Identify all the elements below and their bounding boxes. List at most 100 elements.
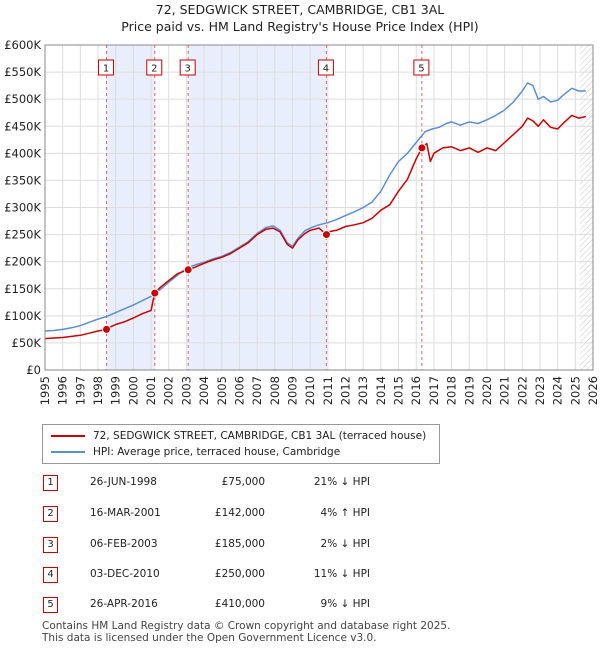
x-tick-label: 2017: [427, 376, 441, 405]
sale-date: 06-FEB-2003: [90, 538, 158, 550]
sale-date: 26-JUN-1998: [90, 476, 157, 488]
x-tick-label: 2022: [515, 376, 529, 405]
x-tick-label: 2026: [586, 376, 600, 405]
sale-point: [417, 143, 427, 153]
sale-label-box: [179, 59, 196, 76]
chart-title: 72, SEDGWICK STREET, CAMBRIDGE, CB1 3AL: [155, 2, 445, 17]
x-tick-label: 2020: [480, 376, 494, 405]
x-tick-label: 1997: [73, 376, 87, 405]
x-tick-label: 2003: [179, 376, 193, 405]
y-tick-label: £300K: [4, 201, 41, 215]
legend-line-property: [51, 435, 85, 437]
y-tick-label: £500K: [4, 92, 41, 106]
sale-price: £250,000: [214, 568, 265, 580]
sale-date: 16-MAR-2001: [90, 507, 161, 519]
y-tick-label: £50K: [12, 336, 42, 350]
sale-label: 3: [179, 59, 196, 76]
price-chart: 1 2 3 4 5 £0 £50K £100K £150K £200K £250K £300K £350…: [4, 38, 600, 405]
x-tick-label: 2025: [568, 376, 582, 405]
sale-date: 26-APR-2016: [90, 598, 158, 610]
sale-price: £75,000: [221, 476, 265, 488]
x-tick-label: 2015: [392, 376, 406, 405]
table-row: 4 03-DEC-2010 £250,000 11% ↓ HPI: [0, 567, 600, 585]
hpi-series-line: [44, 82, 586, 332]
sale-label-number: 5: [418, 64, 424, 75]
x-tick-label: 2007: [250, 376, 264, 405]
footer-line-copyright: Contains HM Land Registry data © Crown c…: [42, 620, 451, 632]
sale-price: £185,000: [214, 538, 265, 550]
y-tick-label: £250K: [4, 228, 41, 242]
footer-line-licence: This data is licensed under the Open Gov…: [42, 632, 377, 644]
legend-label-hpi: HPI: Average price, terraced house, Camb…: [93, 446, 341, 458]
sale-label-number: 4: [323, 64, 329, 75]
sale-price: £142,000: [214, 507, 265, 519]
property-series-line: [44, 114, 587, 340]
x-tick-label: 2005: [215, 376, 229, 405]
sale-label-box: [98, 59, 115, 76]
sale-hpi-delta: 11% ↓ HPI: [313, 568, 370, 580]
y-tick-label: £150K: [4, 282, 41, 296]
x-tick-label: 2012: [339, 376, 353, 405]
sale-point: [321, 230, 331, 240]
sale-price: £410,000: [214, 598, 265, 610]
y-tick-label: £550K: [4, 65, 41, 79]
chart-subtitle: Price paid vs. HM Land Registry's House …: [121, 19, 479, 34]
sale-label-box: [146, 59, 163, 76]
x-tick-label: 2004: [197, 376, 211, 405]
table-row: 1 26-JUN-1998 £75,000 21% ↓ HPI: [0, 475, 600, 493]
x-tick-label: 1999: [109, 376, 123, 405]
sale-hpi-delta: 21% ↓ HPI: [313, 476, 370, 488]
x-tick-label: 2002: [162, 376, 176, 405]
legend: 72, SEDGWICK STREET, CAMBRIDGE, CB1 3AL …: [42, 424, 440, 464]
sale-label: 1: [98, 59, 115, 76]
legend-line-hpi: [51, 451, 85, 453]
x-tick-label: 2010: [303, 376, 317, 405]
y-tick-label: £100K: [4, 309, 41, 323]
sale-point: [150, 288, 160, 298]
x-tick-label: 1998: [91, 376, 105, 405]
sale-point: [102, 324, 112, 334]
x-tick-label: 2014: [374, 376, 388, 405]
table-row: 2 16-MAR-2001 £142,000 4% ↑ HPI: [0, 506, 600, 524]
sale-label-number: 1: [103, 64, 109, 75]
x-tick-label: 2000: [126, 376, 140, 405]
sale-number-badge: 3: [43, 537, 58, 553]
sale-number-badge: 5: [43, 597, 58, 613]
x-tick-label: 2016: [409, 376, 423, 405]
y-tick-label: £350K: [4, 173, 41, 187]
x-tick-label: 2009: [285, 376, 299, 405]
x-tick-label: 2024: [551, 376, 565, 405]
sale-label-box: [317, 59, 334, 76]
y-tick-label: £400K: [4, 146, 41, 160]
sale-hpi-delta: 2% ↓ HPI: [320, 538, 370, 550]
plot-frame: [44, 44, 594, 371]
x-tick-label: 2023: [533, 376, 547, 405]
y-tick-label: £600K: [4, 38, 41, 52]
x-tick-label: 2013: [356, 376, 370, 405]
x-tick-label: 2001: [144, 376, 158, 405]
x-tick-label: 2019: [462, 376, 476, 405]
sale-label: 4: [317, 59, 334, 76]
sale-label-box: [413, 59, 430, 76]
sale-label-number: 2: [151, 64, 157, 75]
x-tick-label: 2011: [321, 376, 335, 405]
sale-number-badge: 2: [43, 506, 58, 522]
sale-hpi-delta: 4% ↑ HPI: [320, 507, 370, 519]
sale-number-badge: 4: [43, 567, 58, 583]
sale-label: 5: [413, 59, 430, 76]
y-tick-label: £450K: [4, 119, 41, 133]
x-tick-label: 2018: [445, 376, 459, 405]
x-tick-label: 1996: [56, 376, 70, 405]
sale-label: 2: [146, 59, 163, 76]
legend-item-property: 72, SEDGWICK STREET, CAMBRIDGE, CB1 3AL …: [51, 428, 426, 444]
legend-item-hpi: HPI: Average price, terraced house, Camb…: [51, 444, 340, 460]
x-tick-label: 2008: [268, 376, 282, 405]
x-tick-label: 2006: [232, 376, 246, 405]
legend-label-property: 72, SEDGWICK STREET, CAMBRIDGE, CB1 3AL …: [93, 430, 427, 442]
table-row: 3 06-FEB-2003 £185,000 2% ↓ HPI: [0, 537, 600, 555]
footer-attribution: Contains HM Land Registry data © Crown c…: [42, 620, 450, 644]
x-tick-label: 2021: [498, 376, 512, 405]
sale-label-number: 3: [184, 64, 190, 75]
table-row: 5 26-APR-2016 £410,000 9% ↓ HPI: [0, 597, 600, 615]
y-tick-label: £0: [26, 363, 41, 377]
